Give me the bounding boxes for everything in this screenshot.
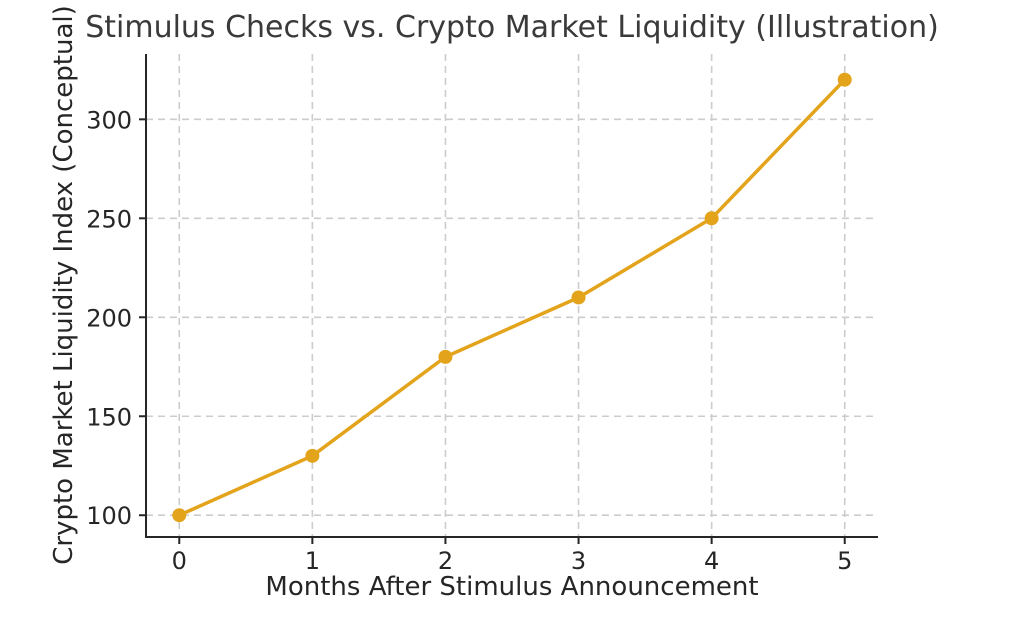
x-tick-label: 3	[571, 547, 586, 575]
data-point-marker	[704, 211, 719, 226]
y-tick-label: 200	[86, 304, 132, 332]
y-tick-label: 250	[86, 205, 132, 233]
x-tick-label: 5	[837, 547, 852, 575]
data-point-marker	[571, 290, 586, 305]
x-tick-label: 0	[172, 547, 187, 575]
x-tick-label: 1	[305, 547, 320, 575]
x-axis-label: Months After Stimulus Announcement	[265, 572, 759, 602]
y-tick-label: 300	[86, 106, 132, 134]
liquidity-line-series	[177, 77, 847, 517]
x-tick-label: 2	[438, 547, 453, 575]
data-point-marker	[837, 72, 852, 87]
y-tick-label: 150	[86, 403, 132, 431]
y-tick-label: 100	[86, 502, 132, 530]
chart-title: Stimulus Checks vs. Crypto Market Liquid…	[85, 10, 939, 45]
data-point-marker	[172, 508, 187, 523]
data-point-marker	[305, 448, 320, 463]
data-point-marker	[438, 349, 453, 364]
x-tick-label: 4	[704, 547, 719, 575]
